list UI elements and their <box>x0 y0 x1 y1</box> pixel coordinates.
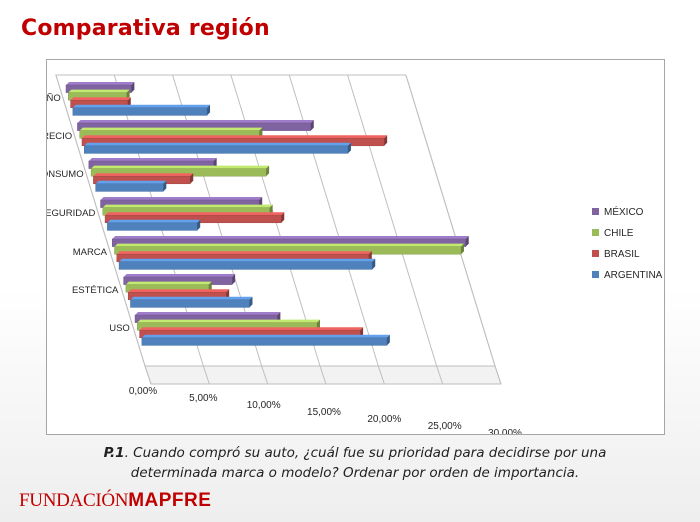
bar-top <box>70 97 131 101</box>
bar-top <box>66 82 135 85</box>
bar <box>130 299 250 308</box>
bar-top <box>77 120 314 123</box>
gridline-floor <box>144 365 152 385</box>
gridline <box>347 74 438 367</box>
bar <box>95 183 164 192</box>
x-tick-label: 20,00% <box>367 414 401 425</box>
category-label: PRECIO <box>47 131 72 142</box>
bar-top <box>79 127 263 131</box>
bar-end <box>372 258 376 270</box>
category-label: CONSUMO <box>47 169 84 180</box>
legend-swatch <box>592 250 599 257</box>
bar <box>107 222 198 231</box>
bar-top <box>102 204 273 208</box>
bar-top <box>139 327 364 331</box>
x-tick-label: 5,00% <box>189 393 217 404</box>
bar-top <box>107 219 201 223</box>
chart-svg: 0,00% 5,00% 10,00% 15,00% 20,00% 25,00% 30,00%… <box>47 74 663 434</box>
bar-top <box>125 281 212 285</box>
category-label: SEGURIDAD <box>47 208 95 219</box>
bar-end <box>310 120 314 131</box>
bar-end <box>465 236 469 247</box>
question-caption: P.1. Cuando compró su auto, ¿cuál fue su… <box>60 443 650 483</box>
x-tick-label: 0,00% <box>129 386 157 397</box>
bar-end <box>207 104 211 116</box>
bar-top <box>137 319 320 323</box>
fundacion-mapfre-logo: FUNDACIÓN MAPFRE <box>19 490 211 512</box>
bar-end <box>266 165 270 177</box>
bar-top <box>68 89 130 93</box>
bar-top <box>119 258 376 262</box>
bar-end <box>461 243 465 255</box>
bar-top <box>123 274 236 277</box>
legend-label: MÉXICO <box>604 205 644 218</box>
bar-top <box>114 243 465 247</box>
bar-top <box>130 296 253 300</box>
bar-end <box>197 219 201 231</box>
bar-end <box>232 274 236 285</box>
x-tick-label: 10,00% <box>247 400 281 411</box>
slide-title: Comparativa región <box>21 16 270 41</box>
bar <box>84 145 349 154</box>
legend-label: CHILE <box>604 228 634 239</box>
x-tick-label: 15,00% <box>307 407 341 418</box>
bar-top <box>91 165 270 169</box>
legend-swatch <box>592 229 599 236</box>
bar-end <box>190 173 194 184</box>
gridline-floor <box>202 365 210 385</box>
bar-top <box>116 251 372 255</box>
logo-fundacion-text: FUNDACIÓN <box>19 490 129 511</box>
bar-top <box>141 334 390 338</box>
logo-mapfre-text: MAPFRE <box>128 490 212 511</box>
bar-end <box>281 212 285 223</box>
bar-top <box>95 180 167 184</box>
question-number: P.1 <box>103 445 125 461</box>
gridline-floor <box>377 365 385 385</box>
gridline-floor <box>494 365 502 385</box>
bar <box>118 261 373 270</box>
x-tick-label: 25,00% <box>428 421 462 432</box>
bar-top <box>93 173 194 177</box>
bar-top <box>100 197 263 200</box>
gridline-floor <box>436 365 444 385</box>
bar-top <box>72 104 211 108</box>
bar <box>72 107 208 116</box>
chart-frame: 0,00% 5,00% 10,00% 15,00% 20,00% 25,00% 30,00%… <box>46 59 665 435</box>
legend-label: ARGENTINA <box>604 270 663 281</box>
category-label: TAMAÑO <box>47 93 61 104</box>
category-label: USO <box>109 323 130 334</box>
bar-top <box>88 158 217 161</box>
gridline-floor <box>319 365 327 385</box>
bar-top <box>135 312 281 315</box>
gridline <box>55 74 146 367</box>
bar-end <box>163 180 167 192</box>
bar-top <box>128 289 230 293</box>
gridline-floor <box>261 365 269 385</box>
gridline <box>405 74 496 367</box>
bar-end <box>347 142 351 154</box>
bar-top <box>105 212 285 216</box>
bar-end <box>249 296 253 308</box>
question-text: . Cuando compró su auto, ¿cuál fue su pr… <box>124 445 607 481</box>
category-label: ESTÉTICA <box>72 285 119 296</box>
bar-end <box>384 135 388 146</box>
bar-end <box>386 334 390 346</box>
category-label: MARCA <box>73 247 108 258</box>
legend-swatch <box>592 208 599 215</box>
legend-label: BRASIL <box>604 249 640 260</box>
legend-swatch <box>592 271 599 278</box>
bar-top <box>112 236 469 239</box>
bar-top <box>84 142 351 146</box>
bar-top <box>82 135 388 139</box>
bar <box>141 337 388 346</box>
bar-end <box>131 82 135 93</box>
x-tick-label: 30,00% <box>488 428 522 434</box>
